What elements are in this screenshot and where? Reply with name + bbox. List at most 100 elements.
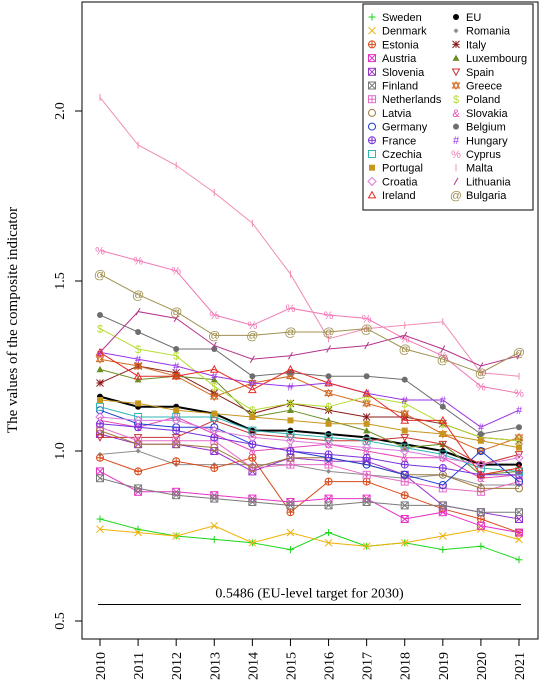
series-line-bulgaria xyxy=(99,273,520,374)
data-point-czechia-2021 xyxy=(515,467,523,476)
data-point-croatia-2015 xyxy=(285,436,296,446)
legend-label-finland: Finland xyxy=(382,81,418,93)
legend-marker-romania xyxy=(453,28,459,34)
legend-label-sweden: Sweden xyxy=(382,12,422,24)
legend-item-luxembourg: Luxembourg xyxy=(452,53,527,65)
legend-marker-finland xyxy=(368,81,376,90)
series-layer: $$$$$$$$$$$$&&&&&&&&&&&&############%%%%… xyxy=(94,93,525,564)
data-point-sweden-2013 xyxy=(210,535,218,543)
series-malta xyxy=(99,93,520,380)
legend-marker-austria xyxy=(368,54,376,63)
series-line-ireland xyxy=(99,351,520,476)
data-point-denmark-2017 xyxy=(362,542,371,551)
data-point-lithuania-2017 xyxy=(364,341,370,350)
data-point-estonia-2016 xyxy=(324,477,333,486)
data-point-sweden-2011 xyxy=(134,525,142,533)
data-point-greece-2011 xyxy=(133,361,143,371)
data-point-croatia-2010 xyxy=(95,412,105,422)
data-point-sweden-2021 xyxy=(515,556,523,564)
series-line-hungary xyxy=(99,351,520,428)
legend-item-france: France xyxy=(368,135,416,147)
data-point-cyprus-2019: % xyxy=(438,351,448,363)
legend-label-greece: Greece xyxy=(466,81,502,93)
data-point-belgium-2019 xyxy=(439,403,446,410)
data-point-spain-2018 xyxy=(400,434,410,442)
data-point-bulgaria-2018: @ xyxy=(399,342,411,356)
series-line-belgium xyxy=(99,314,520,435)
data-point-cyprus-2017: % xyxy=(362,313,372,325)
data-point-bulgaria-2011: @ xyxy=(132,288,144,302)
legend-item-lithuania: Lithuania xyxy=(453,176,512,188)
data-point-luxembourg-2017 xyxy=(363,427,371,434)
data-point-cyprus-2010: % xyxy=(95,245,105,257)
series-bulgaria: @ @ @ @ @ @ @ @ @ @ @ @ xyxy=(94,267,525,380)
svg-text:%: % xyxy=(247,320,257,332)
y-axis-label: The values of the composite indicator xyxy=(5,207,21,433)
series-line-sweden xyxy=(99,518,520,561)
legend-item-sweden: Sweden xyxy=(368,12,422,24)
x-tick-label-2021: 2021 xyxy=(513,652,528,680)
data-point-poland-2016: $ xyxy=(325,402,331,414)
data-point-italy-2016 xyxy=(324,406,333,415)
legend-marker-italy xyxy=(452,40,460,49)
data-point-estonia-2018 xyxy=(400,491,409,500)
data-point-greece-2021 xyxy=(514,432,524,442)
svg-text:$: $ xyxy=(287,398,293,410)
svg-text:#: # xyxy=(516,405,523,417)
data-point-finland-2020 xyxy=(476,508,485,517)
data-point-finland-2016 xyxy=(324,501,333,510)
data-point-france-2018 xyxy=(400,460,409,469)
data-point-estonia-2020 xyxy=(476,515,485,523)
data-point-hungary-2018: # xyxy=(402,395,409,407)
data-point-cyprus-2016: % xyxy=(324,310,334,322)
svg-text:$: $ xyxy=(516,436,522,448)
data-point-luxembourg-2015 xyxy=(286,406,294,413)
target-label: 0.5486 (EU-level target for 2030) xyxy=(215,586,404,601)
data-point-romania-2016 xyxy=(326,468,332,474)
data-point-denmark-2013 xyxy=(210,521,219,530)
legend-label-eu: EU xyxy=(466,12,481,24)
data-point-latvia-2014 xyxy=(248,464,257,472)
data-point-poland-2019: $ xyxy=(440,419,446,431)
legend-item-poland: $ Poland xyxy=(453,94,500,106)
data-point-sweden-2010 xyxy=(96,515,104,523)
series-line-malta xyxy=(99,97,520,377)
data-point-portugal-2021 xyxy=(516,444,522,451)
legend-marker-bulgaria: @ xyxy=(450,188,462,202)
svg-text:#: # xyxy=(135,354,142,366)
svg-text:$: $ xyxy=(364,391,370,403)
data-point-cyprus-2020: % xyxy=(476,381,486,393)
data-point-croatia-2016 xyxy=(323,439,334,449)
series-finland xyxy=(96,474,523,517)
data-point-croatia-2013 xyxy=(209,425,219,436)
data-point-croatia-2014 xyxy=(247,432,258,443)
series-line-poland xyxy=(99,328,520,442)
legend-label-slovakia: Slovakia xyxy=(466,108,508,120)
legend-marker-netherlands xyxy=(368,95,376,104)
data-point-germany-2018 xyxy=(400,470,409,479)
legend-marker-lithuania xyxy=(453,177,459,186)
data-point-estonia-2011 xyxy=(134,467,143,476)
data-point-finland-2014 xyxy=(248,498,257,506)
data-point-belgium-2020 xyxy=(477,431,484,437)
data-point-greece-2016 xyxy=(324,388,333,398)
legend-item-germany: Germany xyxy=(368,122,428,134)
svg-text:&: & xyxy=(477,473,485,485)
legend-label-cyprus: Cyprus xyxy=(466,149,501,161)
legend-item-italy: Italy xyxy=(452,39,487,51)
legend-label-germany: Germany xyxy=(382,122,428,134)
data-point-denmark-2010 xyxy=(96,525,104,534)
data-point-latvia-2011 xyxy=(134,440,143,449)
x-tick-label-2016: 2016 xyxy=(323,652,338,680)
legend-label-italy: Italy xyxy=(466,39,487,51)
data-point-france-2017 xyxy=(362,453,371,462)
legend-marker-czechia xyxy=(368,150,376,158)
data-point-ireland-2017 xyxy=(362,388,371,397)
data-point-portugal-2019 xyxy=(439,431,446,437)
legend-item-finland: Finland xyxy=(368,81,418,93)
svg-text:#: # xyxy=(173,361,180,373)
svg-text:#: # xyxy=(249,378,256,390)
data-point-france-2015 xyxy=(286,447,295,455)
data-point-lithuania-2019 xyxy=(440,345,446,353)
legend-label-hungary: Hungary xyxy=(466,135,508,147)
